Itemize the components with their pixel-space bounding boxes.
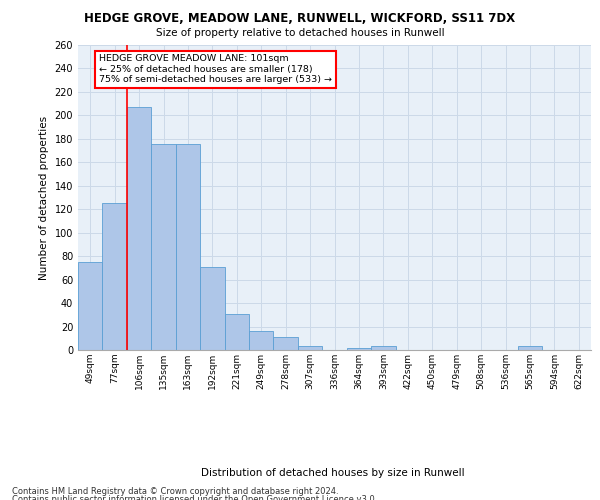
Bar — [78, 262, 103, 350]
Bar — [371, 346, 395, 350]
Bar — [151, 144, 176, 350]
Text: Contains public sector information licensed under the Open Government Licence v3: Contains public sector information licen… — [12, 495, 377, 500]
Text: HEDGE GROVE MEADOW LANE: 101sqm
← 25% of detached houses are smaller (178)
75% o: HEDGE GROVE MEADOW LANE: 101sqm ← 25% of… — [99, 54, 332, 84]
Bar — [249, 331, 274, 350]
Bar — [298, 346, 322, 350]
Y-axis label: Number of detached properties: Number of detached properties — [39, 116, 49, 280]
Bar — [103, 204, 127, 350]
Bar — [200, 266, 224, 350]
Bar — [274, 337, 298, 350]
Text: Distribution of detached houses by size in Runwell: Distribution of detached houses by size … — [201, 468, 465, 477]
Text: HEDGE GROVE, MEADOW LANE, RUNWELL, WICKFORD, SS11 7DX: HEDGE GROVE, MEADOW LANE, RUNWELL, WICKF… — [85, 12, 515, 26]
Bar — [347, 348, 371, 350]
Text: Size of property relative to detached houses in Runwell: Size of property relative to detached ho… — [155, 28, 445, 38]
Text: Contains HM Land Registry data © Crown copyright and database right 2024.: Contains HM Land Registry data © Crown c… — [12, 488, 338, 496]
Bar — [176, 144, 200, 350]
Bar — [224, 314, 249, 350]
Bar — [518, 346, 542, 350]
Bar — [127, 107, 151, 350]
